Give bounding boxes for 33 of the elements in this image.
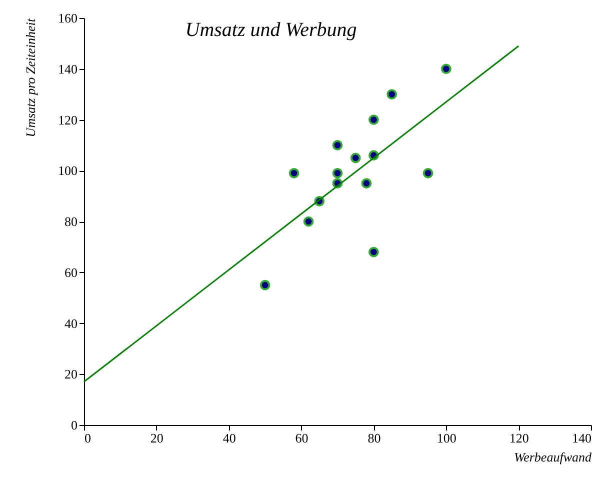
x-tick-label: 80	[368, 430, 381, 446]
point	[332, 140, 343, 150]
y-tick-label: 80	[64, 214, 78, 229]
point	[303, 216, 314, 227]
y-tick-label: 40	[64, 316, 78, 331]
y-tick-label: 140	[58, 61, 78, 76]
x-tick-label: 120	[509, 430, 529, 446]
y-tick-label: 60	[64, 264, 78, 280]
point	[350, 152, 361, 164]
y-tick-label: 160	[58, 10, 78, 26]
x-tick-label: 100	[436, 430, 456, 446]
x-tick-label: 20	[150, 430, 164, 446]
y-tick-label: 120	[58, 112, 78, 128]
x-tick-label: 40	[222, 430, 236, 446]
x-tick-label: 60	[295, 430, 308, 446]
point	[386, 89, 398, 100]
point	[288, 168, 300, 178]
x-tick-label: 140	[572, 430, 592, 446]
x-axis-title: Werbeaufwand	[514, 450, 592, 464]
line-series	[83, 45, 520, 383]
point	[332, 168, 343, 178]
y-tick-label: 0	[71, 418, 78, 432]
point	[361, 178, 372, 189]
point	[440, 64, 452, 74]
y-axis-title: Umsatz pro Zeiteinheit	[23, 18, 38, 138]
point	[422, 168, 434, 178]
chart-title: Umsatz und Werbung	[185, 19, 357, 41]
x-tick-label: 0	[84, 430, 91, 446]
y-tick-label: 100	[58, 163, 78, 178]
y-tick-label: 20	[64, 366, 78, 382]
point	[260, 280, 270, 290]
point	[368, 246, 379, 258]
point	[368, 114, 379, 125]
